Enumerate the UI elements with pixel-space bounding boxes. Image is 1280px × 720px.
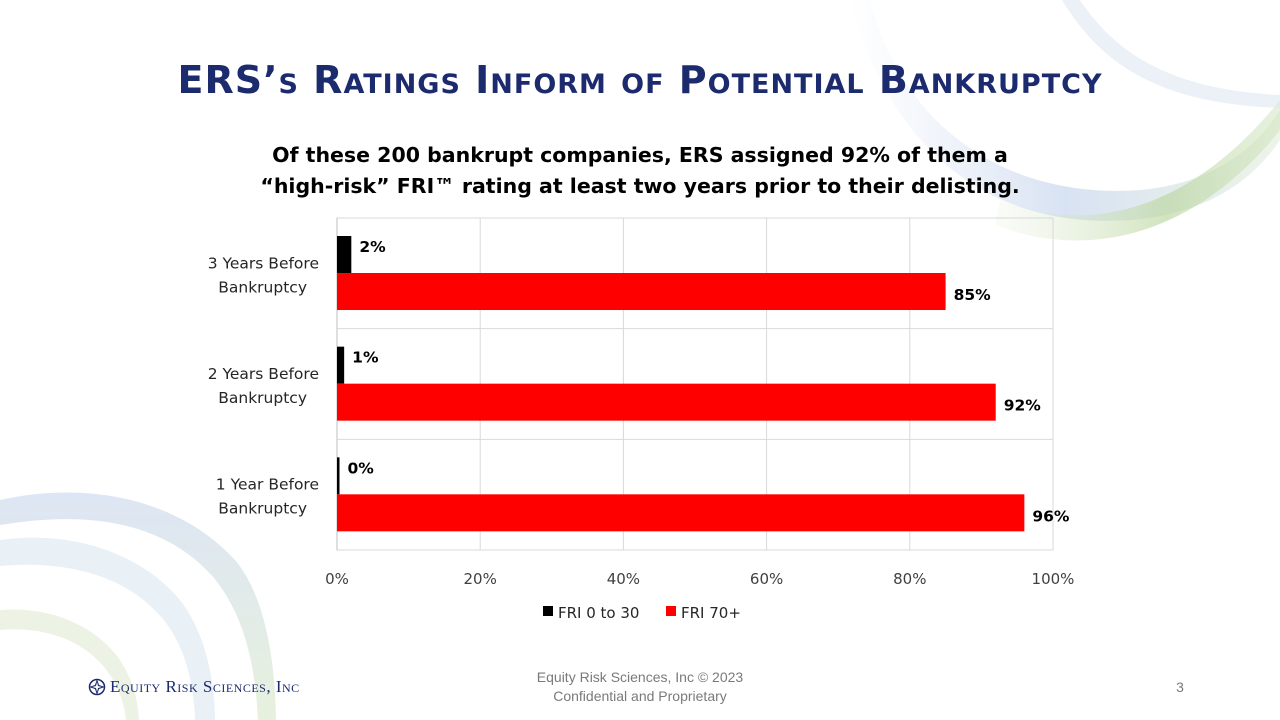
x-tick-label: 40%	[607, 570, 640, 588]
category-label: Bankruptcy	[218, 389, 307, 407]
legend-swatch-fri-0-30	[543, 606, 553, 616]
category-label: 2 Years Before	[208, 365, 319, 383]
page-number: 3	[1176, 679, 1184, 695]
data-label: 0%	[348, 459, 375, 477]
category-label: Bankruptcy	[218, 500, 307, 518]
bar-fri-70-plus	[337, 273, 946, 310]
bar-fri-70-plus	[337, 494, 1025, 532]
bar-fri-0-30	[337, 457, 340, 495]
bar-fri-70-plus	[337, 383, 996, 421]
category-label: Bankruptcy	[218, 278, 307, 296]
x-tick-label: 100%	[1032, 570, 1075, 588]
subtitle-line-2: “high-risk” FRI™ rating at least two yea…	[260, 174, 1020, 198]
legend-label: FRI 0 to 30	[558, 604, 639, 622]
data-label: 2%	[359, 238, 386, 256]
subtitle-line-1: Of these 200 bankrupt companies, ERS ass…	[272, 143, 1008, 167]
category-label: 3 Years Before	[208, 254, 319, 272]
logo-text: Equity Risk Sciences, Inc	[110, 677, 300, 696]
compass-rose-icon	[88, 678, 106, 696]
data-label: 96%	[1032, 507, 1070, 525]
company-logo: Equity Risk Sciences, Inc	[88, 676, 300, 698]
data-label: 85%	[954, 286, 992, 304]
legend-label: FRI 70+	[681, 604, 741, 622]
category-label: 1 Year Before	[216, 476, 319, 494]
x-tick-label: 80%	[893, 570, 926, 588]
bar-fri-0-30	[337, 236, 352, 273]
legend-swatch-fri-70-plus	[666, 606, 676, 616]
x-tick-label: 0%	[325, 570, 349, 588]
footer-line-2: Confidential and Proprietary	[553, 688, 727, 704]
slide-title: ERS’s Ratings Inform of Potential Bankru…	[177, 58, 1103, 102]
x-tick-label: 60%	[750, 570, 783, 588]
footer-copyright: Equity Risk Sciences, Inc © 2023 Confide…	[480, 668, 800, 706]
footer-line-1: Equity Risk Sciences, Inc © 2023	[536, 669, 744, 685]
bar-fri-0-30	[337, 346, 345, 384]
data-label: 1%	[352, 349, 379, 367]
slide-subtitle: Of these 200 bankrupt companies, ERS ass…	[240, 140, 1040, 202]
data-label: 92%	[1004, 397, 1042, 415]
x-tick-label: 20%	[464, 570, 497, 588]
